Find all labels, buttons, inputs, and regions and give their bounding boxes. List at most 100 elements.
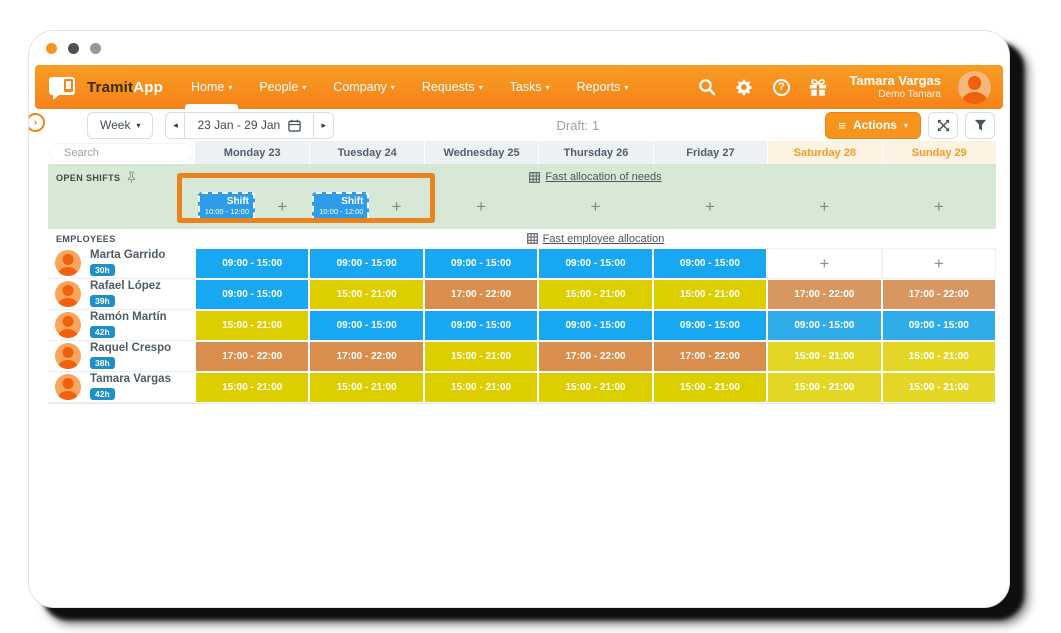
shift-cell[interactable]: 09:00 - 15:00	[538, 248, 653, 279]
shift-cell[interactable]: 15:00 - 21:00	[881, 341, 996, 372]
shift-cell[interactable]: 15:00 - 21:00	[309, 279, 424, 310]
chevron-down-icon: ▾	[390, 83, 395, 92]
open-shift-chip[interactable]: Shift 10:00 - 12:00	[198, 192, 255, 222]
add-open-shift-button[interactable]: +	[590, 197, 601, 216]
shift-cell[interactable]: 15:00 - 21:00	[652, 279, 768, 310]
open-shift-cell-friday: +	[653, 185, 767, 229]
add-open-shift-button[interactable]: +	[819, 197, 830, 216]
shift-cell[interactable]: 09:00 - 15:00	[309, 248, 424, 279]
open-shift-cell-monday: Shift 10:00 - 12:00 +	[195, 185, 309, 229]
shift-cell[interactable]: 15:00 - 21:00	[309, 372, 424, 403]
employee-name: Raquel Crespo	[90, 342, 172, 354]
schedule-grid: Monday 23 Tuesday 24 Wednesday 25 Thursd…	[48, 141, 996, 404]
shift-cell[interactable]: 17:00 - 22:00	[538, 341, 653, 372]
expand-arrows-icon	[937, 119, 949, 131]
search-icon[interactable]	[697, 77, 717, 97]
shift-cell[interactable]: 15:00 - 21:00	[538, 279, 653, 310]
add-shift-cell[interactable]: +	[767, 248, 882, 279]
shift-cell[interactable]: 17:00 - 22:00	[423, 279, 539, 310]
shift-cell[interactable]: 17:00 - 22:00	[767, 279, 882, 310]
next-week-button[interactable]: ▸	[314, 111, 335, 139]
shift-cell[interactable]: 09:00 - 15:00	[423, 248, 539, 279]
expand-fullscreen-button[interactable]	[928, 111, 958, 139]
shift-cell[interactable]: 09:00 - 15:00	[538, 310, 653, 341]
add-open-shift-button[interactable]: +	[704, 197, 715, 216]
filter-funnel-icon	[974, 119, 986, 131]
add-open-shift-button[interactable]: +	[277, 197, 288, 216]
employee-info[interactable]: Ramón Martín 42h	[48, 310, 195, 341]
employee-row: Ramón Martín 42h 15:00 - 21:00 09:00 - 1…	[48, 310, 996, 341]
hours-badge: 42h	[90, 325, 115, 338]
shift-cell[interactable]: 15:00 - 21:00	[652, 372, 768, 403]
sidebar-toggle-button[interactable]: ›	[29, 113, 45, 132]
window-dot-orange	[46, 42, 57, 54]
calendar-icon	[288, 119, 301, 132]
fast-employee-allocation-link[interactable]: Fast employee allocation	[526, 233, 664, 245]
employee-info[interactable]: Marta Garrido 30h	[48, 248, 195, 279]
prev-week-button[interactable]: ◂	[165, 111, 186, 139]
day-header-monday: Monday 23	[195, 141, 310, 164]
shift-cell[interactable]: 09:00 - 15:00	[652, 310, 768, 341]
employee-name: Marta Garrido	[90, 249, 166, 261]
shift-cell[interactable]: 09:00 - 15:00	[195, 248, 310, 279]
nav-item-tasks[interactable]: Tasks ▾	[509, 80, 550, 94]
open-shift-cell-sunday: +	[882, 185, 996, 229]
nav-item-home[interactable]: Home ▾	[184, 65, 239, 109]
day-header-thursday: Thursday 26	[538, 141, 653, 164]
filter-button[interactable]	[965, 111, 995, 139]
employee-info[interactable]: Tamara Vargas 42h	[48, 372, 195, 403]
shift-cell[interactable]: 15:00 - 21:00	[195, 310, 310, 341]
view-mode-select[interactable]: Week ▾	[87, 111, 154, 139]
shift-cell[interactable]: 15:00 - 21:00	[881, 372, 996, 403]
shift-cell[interactable]: 09:00 - 15:00	[423, 310, 539, 341]
shift-cell[interactable]: 17:00 - 22:00	[881, 279, 996, 310]
nav-item-reports[interactable]: Reports ▾	[576, 80, 629, 94]
toolbar-right: ≡ Actions ▾	[825, 111, 995, 139]
employee-row: Marta Garrido 30h 09:00 - 15:00 09:00 - …	[48, 248, 996, 279]
shift-cell[interactable]: 09:00 - 15:00	[309, 310, 424, 341]
actions-button[interactable]: ≡ Actions ▾	[825, 111, 921, 139]
shift-cell[interactable]: 15:00 - 21:00	[767, 341, 882, 372]
brand-logo[interactable]: TramitApp	[47, 74, 163, 101]
search-cell	[48, 141, 195, 164]
shift-cell[interactable]: 17:00 - 22:00	[309, 341, 424, 372]
date-range-button[interactable]: 23 Jan - 29 Jan	[185, 111, 315, 139]
add-open-shift-button[interactable]: +	[391, 197, 402, 216]
nav-item-company[interactable]: Company ▾	[333, 80, 395, 94]
settings-gear-icon[interactable]	[734, 77, 754, 97]
shift-cell[interactable]: 17:00 - 22:00	[195, 341, 310, 372]
shift-cell[interactable]: 15:00 - 21:00	[423, 341, 539, 372]
add-open-shift-button[interactable]: +	[933, 197, 944, 216]
shift-cell[interactable]: 15:00 - 21:00	[423, 372, 539, 403]
schedule-toolbar: Week ▾ ◂ 23 Jan - 29 Jan ▸ Draft: 1 ≡ Act…	[29, 109, 1009, 141]
employee-avatar	[55, 374, 81, 400]
user-menu[interactable]: Tamara Vargas Demo Tamara	[849, 73, 941, 100]
shift-cell[interactable]: 17:00 - 22:00	[652, 341, 768, 372]
shift-cell[interactable]: 09:00 - 15:00	[195, 279, 310, 310]
gifts-icon[interactable]	[808, 77, 828, 97]
nav-item-requests[interactable]: Requests ▾	[421, 80, 483, 94]
fast-allocation-of-needs-link[interactable]: Fast allocation of needs	[529, 171, 662, 183]
employee-info[interactable]: Raquel Crespo 38h	[48, 341, 195, 372]
search-input[interactable]	[50, 144, 193, 161]
brand-name: TramitApp	[87, 78, 163, 96]
shift-cell[interactable]: 09:00 - 15:00	[652, 248, 768, 279]
nav-item-people[interactable]: People ▾	[259, 80, 307, 94]
shift-cell[interactable]: 15:00 - 21:00	[538, 372, 653, 403]
shift-cell[interactable]: 15:00 - 21:00	[195, 372, 310, 403]
open-shift-chip[interactable]: Shift 10:00 - 12:00	[312, 192, 370, 222]
shift-cell[interactable]: 09:00 - 15:00	[881, 310, 996, 341]
window-titlebar	[29, 31, 1009, 65]
pin-icon[interactable]	[126, 171, 137, 184]
shift-cell[interactable]: 09:00 - 15:00	[767, 310, 882, 341]
user-avatar[interactable]	[958, 70, 991, 104]
open-shift-cell-thursday: +	[538, 185, 652, 229]
add-shift-cell[interactable]: +	[881, 248, 996, 279]
employee-info[interactable]: Rafael López 39h	[48, 279, 195, 310]
shift-cell[interactable]: 15:00 - 21:00	[767, 372, 882, 403]
hours-badge: 38h	[90, 356, 115, 369]
grid-table-icon	[526, 233, 538, 244]
help-icon[interactable]: ?	[771, 77, 791, 97]
main-navbar: TramitApp Home ▾ People ▾ Company ▾ Request…	[35, 65, 1003, 109]
add-open-shift-button[interactable]: +	[476, 197, 487, 216]
